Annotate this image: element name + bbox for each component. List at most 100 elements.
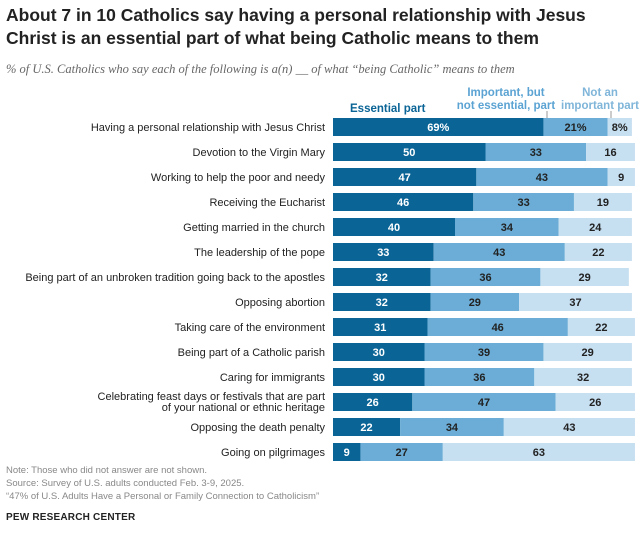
bar-value-not-important: 22	[595, 322, 607, 334]
bar-segment-essential	[333, 193, 474, 211]
bar-segment-essential	[333, 143, 486, 161]
category-label: Celebrating feast days or festivals that…	[98, 391, 325, 414]
category-label: Taking care of the environment	[175, 322, 325, 334]
bar-segment-important	[360, 443, 443, 461]
bar-value-essential: 31	[374, 322, 386, 334]
category-label: Opposing abortion	[235, 297, 325, 309]
category-label: Receiving the Eucharist	[209, 197, 325, 209]
bar-value-important: 36	[479, 272, 491, 284]
bar-segment-important	[473, 193, 574, 211]
bar-value-essential: 33	[377, 247, 389, 259]
bar-value-important: 47	[478, 397, 490, 409]
bar-segment-important	[543, 118, 608, 136]
chart-subtitle: % of U.S. Catholics who say each of the …	[6, 62, 515, 76]
bar-segment-not-important	[534, 368, 632, 386]
bar-value-not-important: 16	[604, 147, 616, 159]
bar-value-not-important: 29	[582, 347, 594, 359]
bar-value-not-important: 63	[533, 447, 545, 459]
bar-value-important: 27	[396, 447, 408, 459]
bar-value-not-important: 22	[592, 247, 604, 259]
bar-segment-not-important	[555, 393, 635, 411]
bar-segment-important	[412, 393, 556, 411]
category-label: Opposing the death penalty	[190, 422, 325, 434]
bar-segment-not-important	[573, 193, 632, 211]
bar-value-important: 33	[530, 147, 542, 159]
bar-segment-not-important	[503, 418, 635, 436]
bar-value-not-important: 8%	[612, 122, 628, 134]
bar-value-important: 39	[478, 347, 490, 359]
bar-value-not-important: 37	[569, 297, 581, 309]
bar-segment-essential	[333, 393, 413, 411]
bar-segment-essential	[333, 443, 361, 461]
bar-segment-not-important	[564, 243, 632, 261]
bar-segment-essential	[333, 168, 477, 186]
bar-segment-important	[485, 143, 587, 161]
category-label: Going on pilgrimages	[221, 447, 325, 459]
bar-segment-not-important	[567, 318, 635, 336]
bar-value-essential: 50	[403, 147, 415, 159]
legend-essential: Essential part	[350, 103, 425, 116]
bar-value-essential: 26	[367, 397, 379, 409]
footer-note: Note: Those who did not answer are not s…	[6, 465, 208, 476]
bar-value-not-important: 19	[597, 197, 609, 209]
bar-value-essential: 30	[373, 372, 385, 384]
chart-title: About 7 in 10 Catholics say having a per…	[6, 5, 586, 48]
category-label: Being part of a Catholic parish	[178, 347, 325, 359]
bar-segment-essential	[333, 368, 425, 386]
bar-segment-essential	[333, 268, 431, 286]
bar-segment-not-important	[442, 443, 635, 461]
bar-value-important: 34	[501, 222, 514, 234]
category-label: Having a personal relationship with Jesu…	[91, 122, 325, 134]
bar-value-important: 36	[473, 372, 485, 384]
bar-segment-essential	[333, 218, 455, 236]
bar-segment-not-important	[543, 343, 632, 361]
bar-segment-not-important	[519, 293, 632, 311]
legend-essential-label: Essential part	[350, 103, 426, 115]
bar-segment-important	[433, 243, 565, 261]
bar-segment-important	[424, 343, 544, 361]
bar-value-essential: 40	[388, 222, 400, 234]
bar-segment-essential	[333, 318, 428, 336]
bar-segment-not-important	[540, 268, 629, 286]
brand-name: PEW RESEARCH CENTER	[6, 512, 136, 523]
bar-segment-essential	[333, 343, 425, 361]
bar-value-essential: 32	[376, 297, 388, 309]
bar-segment-not-important	[558, 218, 632, 236]
bar-segment-important	[427, 318, 568, 336]
bar-value-not-important: 32	[577, 372, 589, 384]
bar-value-essential: 46	[397, 197, 409, 209]
bar-value-not-important: 43	[563, 422, 575, 434]
bar-value-essential: 32	[376, 272, 388, 284]
bar-value-important: 43	[493, 247, 505, 259]
bar-segment-not-important	[607, 118, 632, 136]
bar-segment-not-important	[607, 168, 635, 186]
bar-segment-important	[430, 293, 520, 311]
bar-value-essential: 69%	[427, 122, 449, 134]
bar-value-important: 43	[536, 172, 548, 184]
bar-segment-essential	[333, 118, 544, 136]
bar-value-important: 33	[518, 197, 530, 209]
bar-segment-essential	[333, 418, 401, 436]
bar-segment-not-important	[586, 143, 635, 161]
bar-segment-important	[400, 418, 504, 436]
legend-not-important: Not an important part	[560, 87, 640, 113]
footer-source: Source: Survey of U.S. adults conducted …	[6, 478, 245, 489]
bar-value-important: 29	[469, 297, 481, 309]
category-label: Caring for immigrants	[220, 372, 326, 384]
bar-value-not-important: 29	[579, 272, 591, 284]
legend-important: Important, but not essential, part	[452, 87, 560, 113]
bar-segment-important	[476, 168, 608, 186]
bar-value-essential: 47	[399, 172, 411, 184]
legend-important-line2: not essential, part	[456, 100, 556, 112]
category-label: Getting married in the church	[183, 222, 325, 234]
footer-report: “47% of U.S. Adults Have a Personal or F…	[6, 491, 320, 502]
category-label: Working to help the poor and needy	[151, 172, 326, 184]
bar-segment-important	[430, 268, 541, 286]
bar-value-important: 34	[446, 422, 459, 434]
bar-value-essential: 9	[344, 447, 350, 459]
bar-segment-essential	[333, 293, 431, 311]
bar-value-important: 21%	[564, 122, 586, 134]
bar-value-not-important: 9	[618, 172, 624, 184]
category-label: Being part of an unbroken tradition goin…	[25, 272, 325, 284]
